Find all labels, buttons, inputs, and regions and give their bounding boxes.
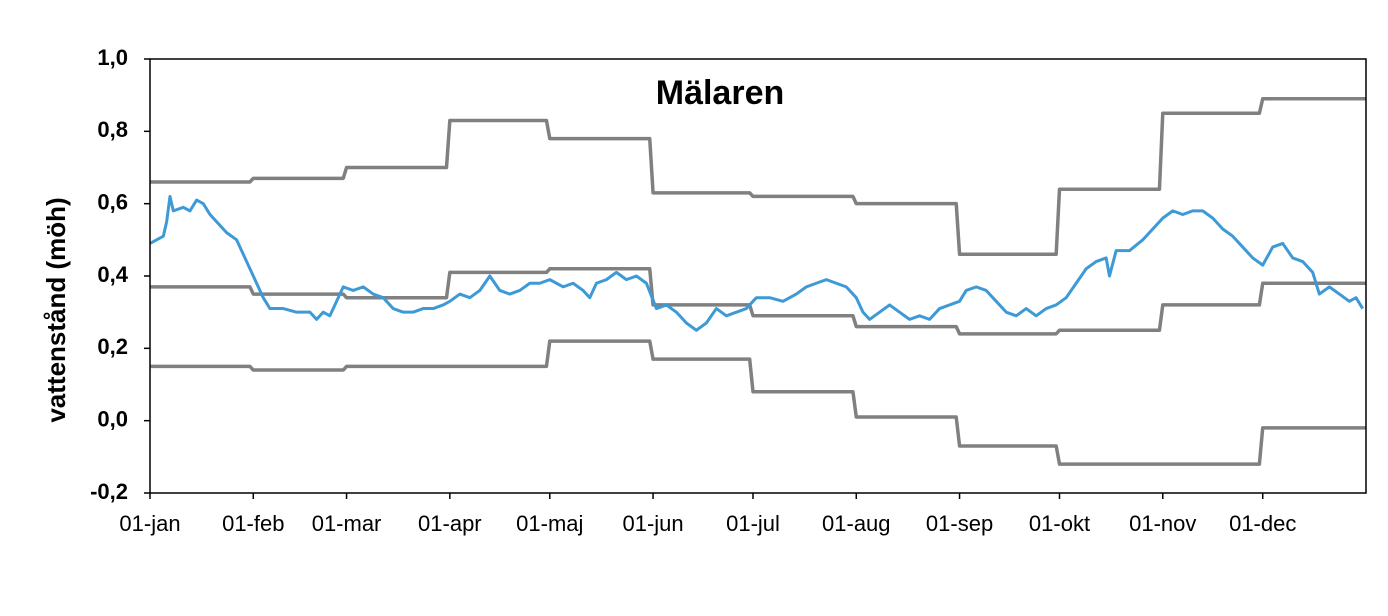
x-tick-label: 01-aug xyxy=(822,511,891,536)
y-tick-label: 0,8 xyxy=(97,117,128,142)
y-tick-label: 1,0 xyxy=(97,45,128,70)
x-tick-label: 01-nov xyxy=(1129,511,1196,536)
x-tick-label: 01-sep xyxy=(926,511,993,536)
y-tick-label: 0,2 xyxy=(97,334,128,359)
chart-title: Mälaren xyxy=(656,74,785,112)
y-tick-label: 0,6 xyxy=(97,189,128,214)
y-axis-label: vattenstånd (möh) xyxy=(41,197,71,422)
series-line xyxy=(150,267,1366,336)
x-tick-label: 01-jul xyxy=(726,511,780,536)
x-tick-label: 01-dec xyxy=(1229,511,1296,536)
y-tick-label: 0,0 xyxy=(97,406,128,431)
y-tick-label: 0,4 xyxy=(97,262,128,287)
y-tick-label: -0,2 xyxy=(90,479,128,504)
x-tick-label: 01-jun xyxy=(622,511,683,536)
series-line xyxy=(150,339,1366,466)
x-tick-label: 01-jan xyxy=(119,511,180,536)
plot-border xyxy=(149,58,1367,494)
series-line xyxy=(150,97,1366,257)
series-line xyxy=(149,194,1364,332)
x-tick-label: 01-feb xyxy=(222,511,284,536)
x-tick-label: 01-apr xyxy=(418,511,482,536)
x-tick-label: 01-mar xyxy=(312,511,382,536)
x-tick-label: 01-okt xyxy=(1029,511,1090,536)
x-tick-label: 01-maj xyxy=(516,511,583,536)
